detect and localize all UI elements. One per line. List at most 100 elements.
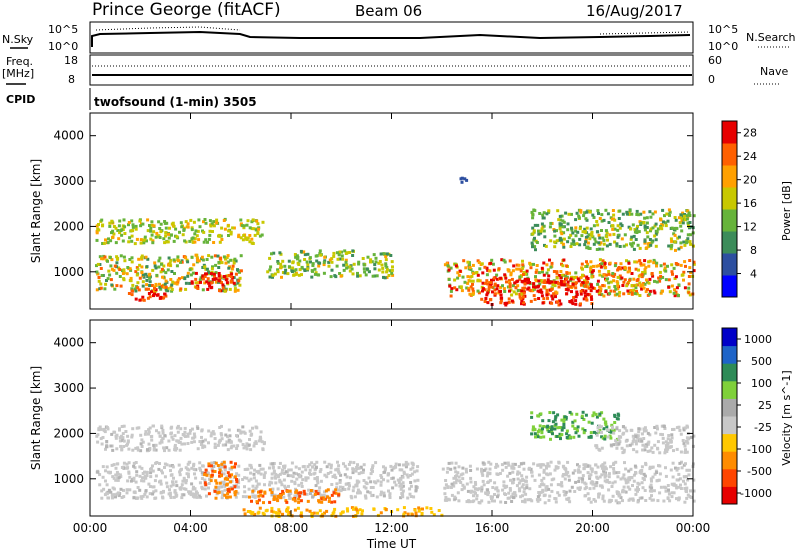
data-cell bbox=[625, 243, 628, 247]
data-cell bbox=[611, 209, 615, 212]
data-cell bbox=[342, 462, 345, 466]
data-cell bbox=[159, 270, 163, 274]
data-cell bbox=[390, 468, 394, 472]
data-cell bbox=[224, 257, 227, 261]
data-cell bbox=[226, 435, 230, 439]
data-cell bbox=[171, 483, 175, 487]
data-cell bbox=[250, 466, 253, 470]
data-cell bbox=[538, 424, 542, 428]
data-cell bbox=[646, 288, 649, 292]
data-cell bbox=[390, 477, 394, 480]
data-cell bbox=[218, 289, 221, 293]
data-cell bbox=[642, 210, 646, 214]
x-tick-label: 04:00 bbox=[173, 521, 208, 535]
data-cell bbox=[142, 298, 146, 302]
data-cell bbox=[360, 512, 364, 516]
data-cell bbox=[343, 249, 347, 253]
data-cell bbox=[313, 463, 317, 467]
data-cell bbox=[217, 266, 221, 269]
data-cell bbox=[512, 477, 516, 481]
data-cell bbox=[175, 264, 179, 268]
data-cell bbox=[250, 512, 254, 516]
data-cell bbox=[651, 498, 655, 502]
data-cell bbox=[313, 272, 317, 276]
data-cell bbox=[170, 431, 173, 435]
data-cell bbox=[229, 230, 233, 234]
data-cell bbox=[291, 475, 295, 479]
data-cell bbox=[631, 484, 634, 487]
freq-unit: [MHz] bbox=[2, 67, 34, 80]
data-cell bbox=[579, 302, 582, 306]
data-cell bbox=[288, 489, 292, 493]
data-cell bbox=[637, 268, 640, 272]
data-cell bbox=[201, 266, 205, 269]
data-cell bbox=[104, 479, 107, 483]
data-cell bbox=[606, 435, 610, 439]
data-cell bbox=[653, 234, 657, 238]
data-cell bbox=[184, 487, 188, 491]
data-cell bbox=[295, 477, 299, 481]
data-cell bbox=[475, 494, 479, 498]
data-cell bbox=[561, 242, 565, 246]
data-cell bbox=[98, 425, 102, 429]
data-cell bbox=[207, 492, 211, 496]
data-cell bbox=[477, 291, 481, 295]
data-cell bbox=[558, 222, 562, 226]
data-cell bbox=[687, 291, 691, 295]
data-cell bbox=[179, 221, 183, 225]
data-cell bbox=[208, 284, 212, 288]
data-cell bbox=[512, 264, 516, 268]
data-cell bbox=[255, 426, 259, 430]
data-cell bbox=[319, 253, 323, 257]
data-cell bbox=[213, 275, 217, 279]
data-cell bbox=[314, 489, 318, 493]
data-cell bbox=[655, 280, 659, 284]
data-cell bbox=[598, 285, 602, 289]
data-cell bbox=[560, 280, 564, 284]
data-cell bbox=[505, 485, 508, 489]
colorbar-tick-label: -100 bbox=[747, 443, 772, 456]
data-cell bbox=[284, 499, 288, 503]
data-cell bbox=[615, 446, 619, 450]
data-cell bbox=[684, 218, 687, 222]
data-cell bbox=[179, 287, 183, 291]
data-cell bbox=[604, 420, 608, 424]
data-cell bbox=[106, 259, 109, 263]
data-cell bbox=[334, 476, 338, 480]
data-cell bbox=[318, 470, 322, 474]
data-cell bbox=[501, 284, 504, 288]
data-cell bbox=[615, 441, 619, 445]
data-cell bbox=[100, 496, 104, 500]
data-cell bbox=[220, 281, 223, 285]
data-cell bbox=[609, 436, 613, 440]
data-cell bbox=[658, 491, 662, 495]
data-cell bbox=[119, 284, 123, 288]
data-cell bbox=[249, 477, 253, 481]
data-cell bbox=[164, 285, 168, 289]
data-cell bbox=[400, 484, 403, 488]
data-cell bbox=[196, 257, 199, 261]
data-cell bbox=[229, 440, 233, 444]
data-cell bbox=[664, 489, 668, 493]
data-cell bbox=[537, 491, 541, 494]
data-cell bbox=[586, 292, 590, 296]
data-cell bbox=[452, 476, 456, 480]
data-cell bbox=[490, 285, 494, 289]
data-cell bbox=[352, 507, 355, 511]
data-cell bbox=[521, 494, 524, 498]
data-cell bbox=[194, 253, 198, 257]
data-cell bbox=[154, 474, 158, 478]
data-cell bbox=[331, 475, 335, 479]
data-cell bbox=[236, 281, 240, 285]
data-cell bbox=[661, 208, 665, 212]
data-cell bbox=[521, 263, 525, 267]
data-cell bbox=[403, 463, 407, 467]
data-cell bbox=[362, 263, 366, 267]
data-cell bbox=[630, 476, 634, 479]
data-cell bbox=[203, 481, 207, 485]
data-cell bbox=[469, 279, 473, 283]
data-cell bbox=[199, 276, 203, 280]
data-cell bbox=[495, 277, 499, 281]
data-cell bbox=[148, 280, 152, 284]
data-cell bbox=[210, 267, 214, 271]
